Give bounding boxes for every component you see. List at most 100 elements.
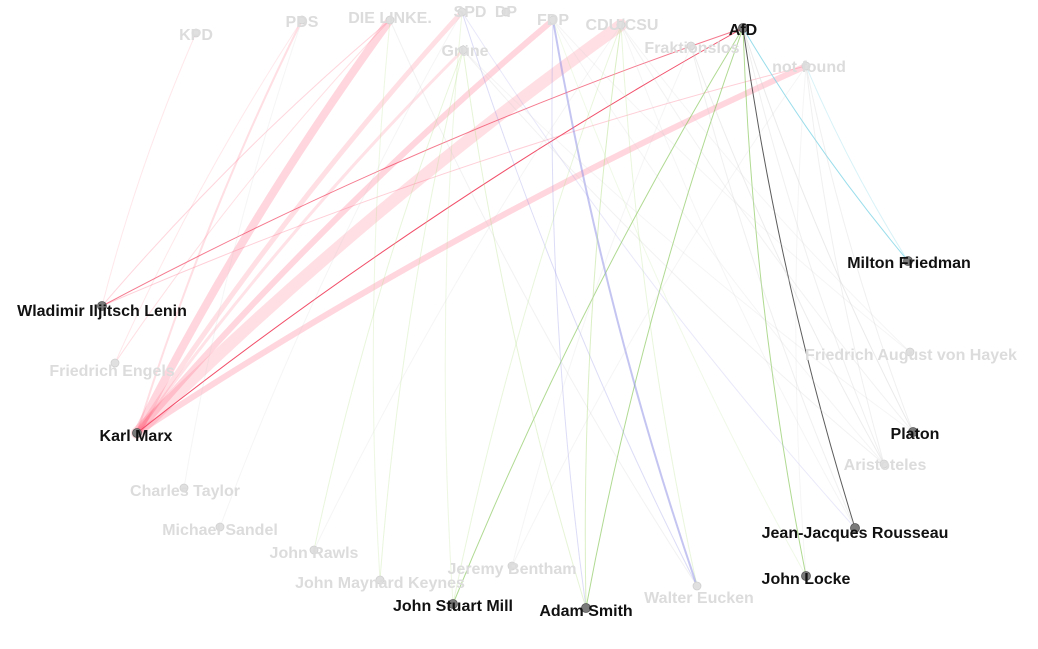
node-label-mill: John Stuart Mill: [393, 598, 513, 615]
edge-gruene-smith: [462, 49, 587, 609]
edge-spd-rousseau: [461, 11, 856, 529]
node-label-engels: Friedrich Engels: [49, 363, 174, 380]
edge-gruene-keynes: [379, 49, 464, 581]
node-fraktionslos[interactable]: [686, 41, 696, 51]
node-hayek[interactable]: [905, 347, 915, 357]
node-label-locke: John Locke: [762, 571, 851, 588]
node-label-afd: AfD: [729, 22, 757, 39]
node-smith[interactable]: [581, 603, 591, 613]
node-taylor[interactable]: [179, 483, 189, 493]
node-pds[interactable]: [297, 15, 307, 25]
edge-pds-engels: [114, 19, 303, 364]
edge-fdp-aristoteles: [552, 19, 885, 465]
edge-notfound-marx: [134, 63, 809, 436]
edge-afd-smith: [585, 27, 744, 609]
node-notfound[interactable]: [801, 61, 811, 71]
node-dp[interactable]: [501, 7, 511, 17]
node-label-fraktionslos: Fraktionslos: [644, 40, 739, 57]
edge-pds-marx: [136, 19, 303, 434]
node-mill[interactable]: [448, 599, 458, 609]
node-kpd[interactable]: [191, 28, 201, 38]
node-label-spd: SPD: [454, 4, 487, 21]
edge-notfound-locke: [795, 65, 807, 577]
edge-kpd-lenin: [101, 32, 197, 307]
node-label-dp: DP: [495, 4, 518, 21]
nodes-layer: [97, 7, 918, 613]
edge-afd-platon: [742, 27, 914, 433]
edge-gruene-aristoteles: [462, 49, 885, 465]
node-label-notfound: not found: [772, 59, 846, 76]
edge-notfound-bentham: [511, 65, 807, 567]
node-locke[interactable]: [801, 571, 811, 581]
node-label-pds: PDS: [286, 14, 319, 31]
edge-linke-lenin: [101, 19, 391, 307]
node-label-cdu: CDU/CSU: [586, 17, 659, 34]
edge-afd-marx: [136, 27, 744, 434]
edge-fdp-marx: [134, 17, 556, 436]
edge-cdu-marx: [131, 19, 627, 439]
edge-cdu-rawls: [313, 24, 622, 551]
node-label-aristoteles: Aristoteles: [844, 457, 927, 474]
edge-afd-friedman: [742, 27, 909, 262]
edge-afd-mill: [452, 27, 744, 605]
edge-linke-marx: [133, 16, 394, 437]
edge-fdp-smith: [551, 19, 587, 609]
node-gruene[interactable]: [458, 45, 468, 55]
edge-linke-keynes: [372, 19, 391, 581]
edge-gruene-rawls: [313, 49, 464, 551]
node-label-rawls: John Rawls: [270, 545, 359, 562]
edge-spd-mill: [444, 11, 463, 605]
node-cdu[interactable]: [616, 20, 626, 30]
node-label-smith: Adam Smith: [539, 603, 632, 620]
edge-afd-lenin: [101, 27, 744, 307]
edge-cdu-rousseau: [620, 24, 856, 529]
node-label-marx: Karl Marx: [100, 428, 173, 445]
node-label-sandel: Michael Sandel: [162, 522, 278, 539]
edge-cdu-platon: [620, 24, 914, 433]
node-label-gruene: Grüne: [441, 43, 488, 60]
edge-notfound-platon: [805, 65, 914, 433]
node-label-keynes: John Maynard Keynes: [295, 575, 465, 592]
edge-fraktionslos-rousseau: [690, 45, 856, 529]
edge-linke-eucken: [389, 19, 698, 587]
edge-fdp-locke: [552, 19, 807, 577]
node-label-linke: DIE LINKE.: [348, 10, 432, 27]
node-aristoteles[interactable]: [879, 459, 889, 469]
node-label-fdp: FDP: [537, 12, 569, 29]
node-spd[interactable]: [457, 7, 467, 17]
node-engels[interactable]: [110, 358, 120, 368]
node-friedman[interactable]: [903, 256, 913, 266]
node-label-taylor: Charles Taylor: [130, 483, 240, 500]
edge-spd-eucken: [461, 11, 698, 587]
node-rousseau[interactable]: [850, 523, 860, 533]
edge-notfound-aristoteles: [805, 65, 885, 465]
node-label-friedman: Milton Friedman: [847, 255, 971, 272]
node-marx[interactable]: [132, 428, 142, 438]
edge-spd-sandel: [219, 11, 463, 528]
node-lenin[interactable]: [97, 301, 107, 311]
edge-cdu-eucken: [620, 24, 698, 587]
edge-notfound-lenin: [101, 65, 807, 307]
node-afd[interactable]: [738, 23, 748, 33]
node-label-platon: Platon: [891, 426, 940, 443]
node-eucken[interactable]: [692, 581, 702, 591]
node-rawls[interactable]: [309, 545, 319, 555]
node-fdp[interactable]: [548, 15, 558, 25]
edge-gruene-platon: [462, 49, 914, 433]
edge-notfound-friedman: [805, 65, 909, 262]
node-platon[interactable]: [908, 427, 918, 437]
node-label-bentham: Jeremy Bentham: [448, 561, 577, 578]
node-bentham[interactable]: [507, 561, 517, 571]
node-sandel[interactable]: [215, 522, 225, 532]
edge-afd-aristoteles: [742, 27, 885, 465]
edge-linke-engels: [114, 19, 391, 364]
edge-cdu-hayek: [620, 24, 911, 353]
edge-cdu-mill: [452, 24, 622, 605]
edge-fraktionslos-aristoteles: [690, 45, 885, 465]
edge-fdp-hayek: [552, 19, 911, 353]
edges-layer: [101, 9, 914, 609]
node-linke[interactable]: [385, 15, 395, 25]
node-keynes[interactable]: [375, 575, 385, 585]
labels-layer: KPD PDS DIE LINKE. SPD DP FDP CDU/CSU Grüne Frak…: [17, 4, 1017, 620]
